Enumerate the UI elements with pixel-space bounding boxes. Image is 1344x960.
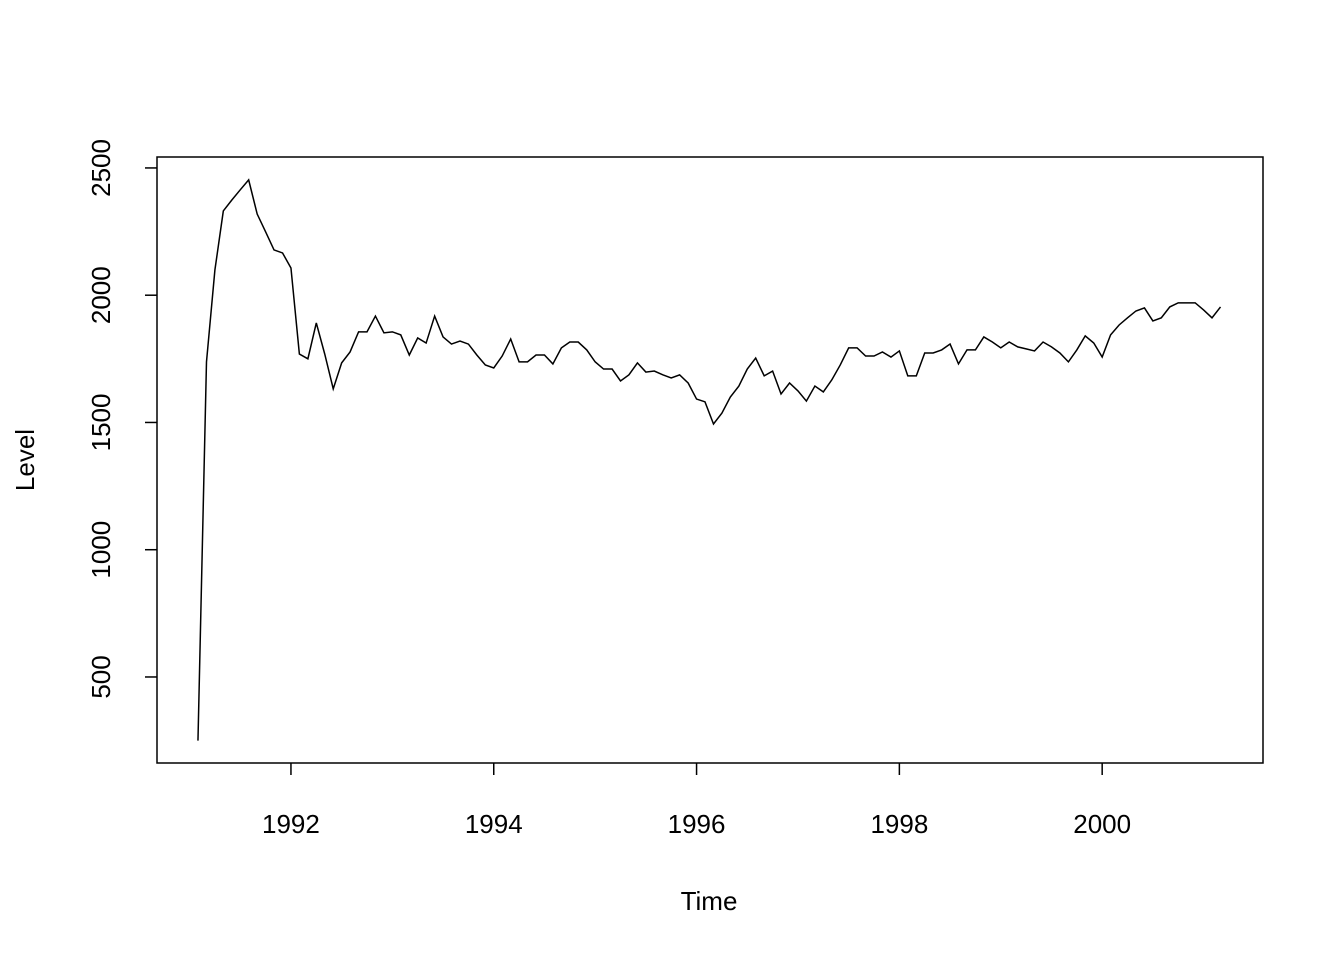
x-tick-label: 1996 (668, 809, 726, 839)
y-axis-label: Level (10, 429, 40, 491)
x-tick-label: 1998 (870, 809, 928, 839)
x-tick-label: 2000 (1073, 809, 1131, 839)
y-tick-label: 1500 (86, 394, 116, 452)
y-tick-label: 2500 (86, 139, 116, 197)
y-tick-label: 1000 (86, 521, 116, 579)
series-line (197, 178, 1222, 741)
x-axis-label: Time (681, 886, 738, 916)
x-tick-label: 1992 (262, 809, 320, 839)
x-tick-label: 1994 (465, 809, 523, 839)
plot-frame (156, 156, 1264, 764)
y-tick-label: 500 (86, 655, 116, 698)
y-tick-label: 2000 (86, 266, 116, 324)
